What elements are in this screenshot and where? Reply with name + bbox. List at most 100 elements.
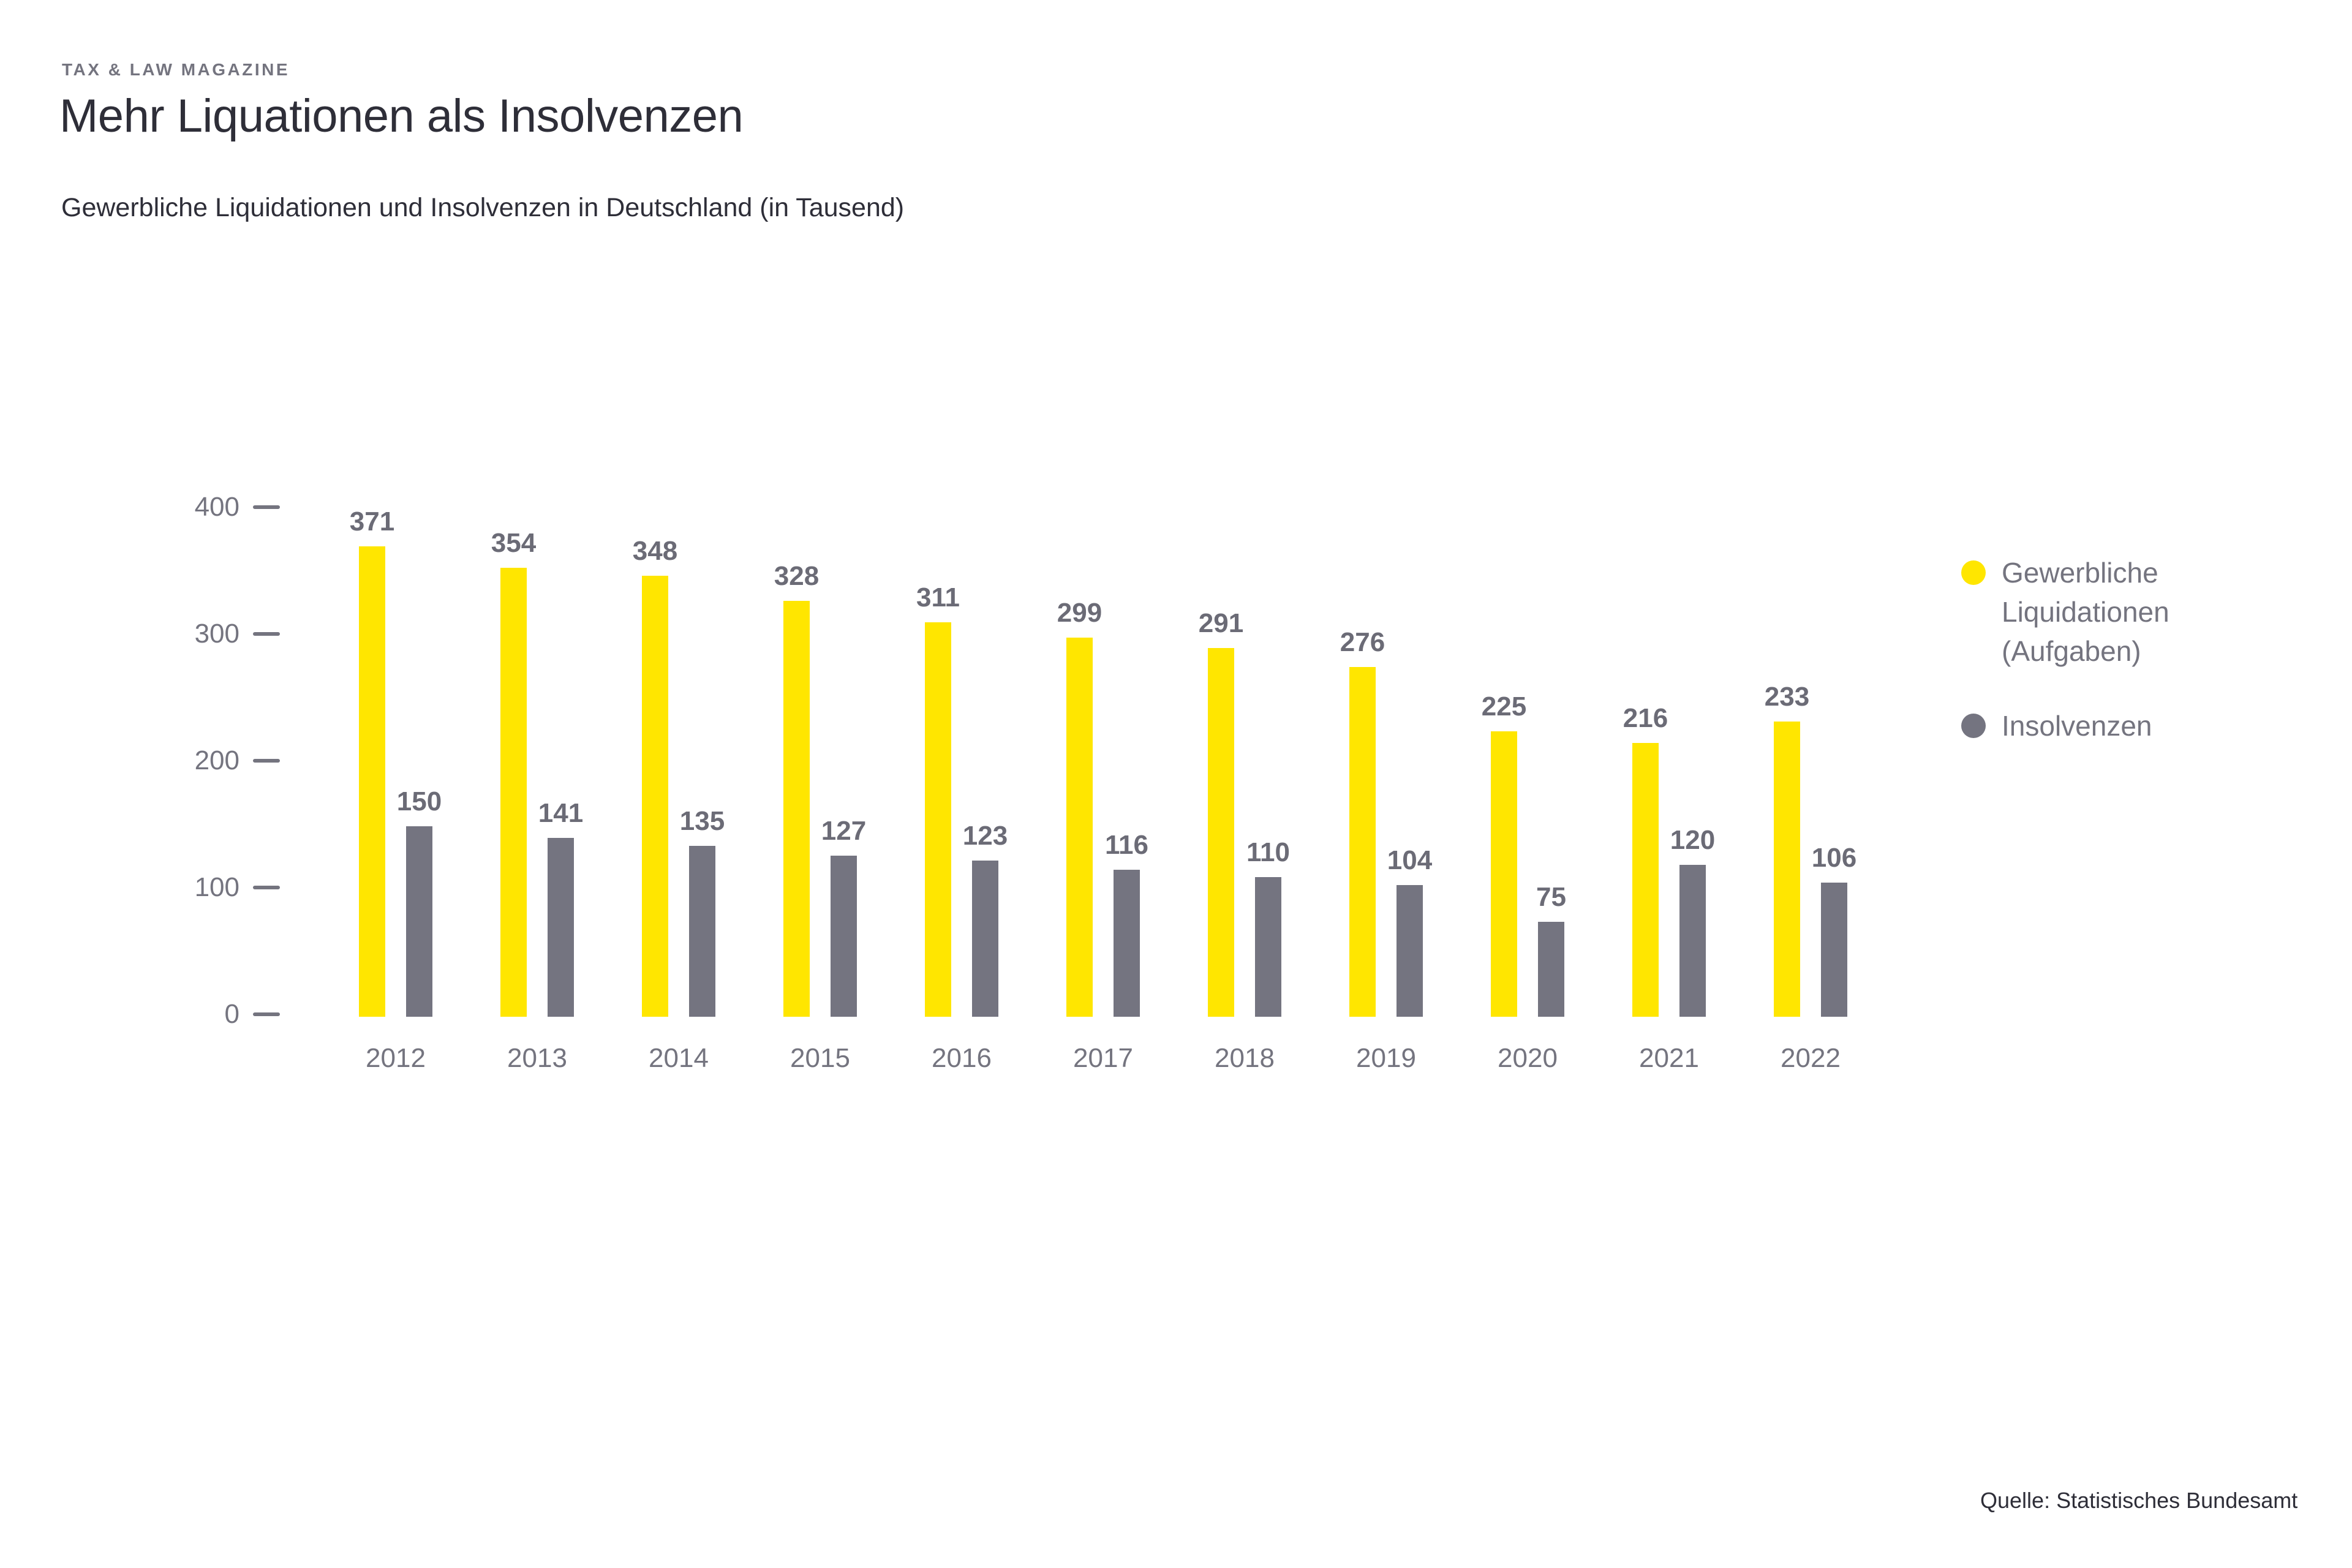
bar-liquidations [1208,648,1234,1017]
y-axis-tick: 100 [123,869,280,906]
bar-liquidations [1632,743,1659,1017]
source-note: Quelle: Statistisches Bundesamt [1980,1488,2298,1513]
bar-insolvencies [1821,883,1847,1017]
legend-dot-yellow-icon [1961,560,1986,585]
x-axis-year-label: 2017 [1073,1043,1133,1073]
bar-value-label-insolvencies: 123 [962,821,1008,851]
bar-liquidations [783,601,810,1017]
y-axis-tick-label: 0 [224,999,239,1029]
bar-col-insolvencies: 120 [1670,827,1715,1017]
bar-value-label-liquidations: 216 [1623,703,1668,733]
bar-value-label-liquidations: 291 [1198,608,1244,638]
bar-liquidations [1349,667,1376,1017]
bar-liquidations [1774,722,1800,1017]
y-axis-tick-label: 200 [194,745,239,775]
bar-value-label-liquidations: 311 [916,582,960,612]
bar-col-liquidations: 216 [1623,705,1668,1017]
bar-value-label-insolvencies: 116 [1105,830,1148,860]
bar-col-insolvencies: 123 [963,823,1008,1017]
bar-col-liquidations: 276 [1340,629,1385,1017]
x-axis-year-label: 2019 [1356,1043,1416,1073]
bar-col-insolvencies: 150 [397,788,442,1017]
legend-dot-gray-icon [1961,714,1986,738]
bar-group: 276 104 [1340,629,1432,1017]
bar-insolvencies [1538,922,1564,1017]
y-axis-tick-label: 400 [194,492,239,522]
bar-value-label-liquidations: 348 [632,536,678,566]
chart-legend: Gewerbliche Liquidationen (Aufgaben) Ins… [1961,553,2204,745]
bar-insolvencies [1396,885,1423,1017]
bar-insolvencies [406,826,432,1017]
y-axis-tick: 200 [123,742,280,779]
x-axis-year-label: 2020 [1498,1043,1558,1073]
y-axis-tick-dash [253,1012,280,1016]
bar-value-label-insolvencies: 104 [1387,845,1433,875]
y-axis-tick-label: 300 [194,619,239,649]
bar-value-label-insolvencies: 75 [1536,882,1566,912]
bar-col-insolvencies: 110 [1246,839,1290,1017]
bar-col-liquidations: 233 [1765,684,1809,1017]
bar-group: 225 75 [1482,693,1566,1017]
bar-liquidations [1066,638,1093,1017]
bar-col-liquidations: 348 [633,538,677,1017]
magazine-eyebrow: TAX & LAW MAGAZINE [62,60,290,79]
bar-liquidations [642,576,668,1017]
bar-col-insolvencies: 106 [1812,845,1856,1017]
bar-value-label-liquidations: 233 [1764,682,1810,712]
bar-col-liquidations: 371 [350,508,394,1017]
x-axis-year-label: 2021 [1639,1043,1699,1073]
bar-insolvencies [1255,877,1281,1017]
bar-col-insolvencies: 116 [1105,832,1148,1017]
bar-insolvencies [548,838,574,1017]
bar-value-label-insolvencies: 135 [679,806,725,836]
bar-group: 233 106 [1765,684,1856,1017]
bar-group: 328 127 [774,563,866,1017]
bar-liquidations [500,568,527,1017]
y-axis-tick-label: 100 [194,872,239,902]
bar-value-label-liquidations: 328 [774,561,820,591]
y-axis-tick: 0 [123,996,280,1033]
bar-value-label-liquidations: 371 [349,507,395,537]
x-axis-year-label: 2015 [790,1043,850,1073]
bar-col-insolvencies: 141 [538,800,583,1017]
bar-value-label-insolvencies: 120 [1670,825,1716,855]
bar-group: 348 135 [633,538,725,1017]
bar-liquidations [1491,731,1517,1017]
bar-group: 291 110 [1199,610,1290,1017]
bar-insolvencies [1114,870,1140,1017]
bar-group: 216 120 [1623,705,1715,1017]
bar-group: 311 123 [916,584,1008,1017]
legend-label-insolvencies: Insolvenzen [2002,710,2152,742]
bar-value-label-liquidations: 276 [1340,627,1385,657]
bar-insolvencies [831,856,857,1017]
bar-liquidations [925,622,951,1017]
chart-subtitle: Gewerbliche Liquidationen und Insolvenze… [61,193,905,222]
bar-col-liquidations: 311 [916,584,960,1017]
bar-value-label-insolvencies: 106 [1811,843,1857,873]
y-axis-tick-dash [253,886,280,889]
x-axis-year-label: 2014 [649,1043,709,1073]
y-axis-tick-dash [253,759,280,763]
bar-value-label-liquidations: 225 [1481,692,1527,722]
bar-col-insolvencies: 127 [821,818,866,1017]
bar-group: 371 150 [350,508,442,1017]
y-axis-tick: 300 [123,616,280,652]
bar-col-liquidations: 291 [1199,610,1243,1017]
bar-col-liquidations: 299 [1057,600,1102,1017]
bar-value-label-insolvencies: 110 [1246,837,1290,867]
page-title: Mehr Liquationen als Insolvenzen [59,90,744,142]
bar-col-insolvencies: 135 [680,808,725,1017]
bar-group: 299 116 [1057,600,1148,1017]
bar-insolvencies [1679,865,1706,1017]
bar-value-label-liquidations: 354 [491,528,537,558]
bar-group: 354 141 [491,530,583,1017]
legend-label-liquidations: Gewerbliche Liquidationen (Aufgaben) [2002,557,2169,667]
bar-insolvencies [972,861,998,1017]
x-axis-year-label: 2013 [507,1043,567,1073]
bar-insolvencies [689,846,715,1017]
y-axis-tick-dash [253,505,280,509]
bar-col-liquidations: 328 [774,563,819,1017]
